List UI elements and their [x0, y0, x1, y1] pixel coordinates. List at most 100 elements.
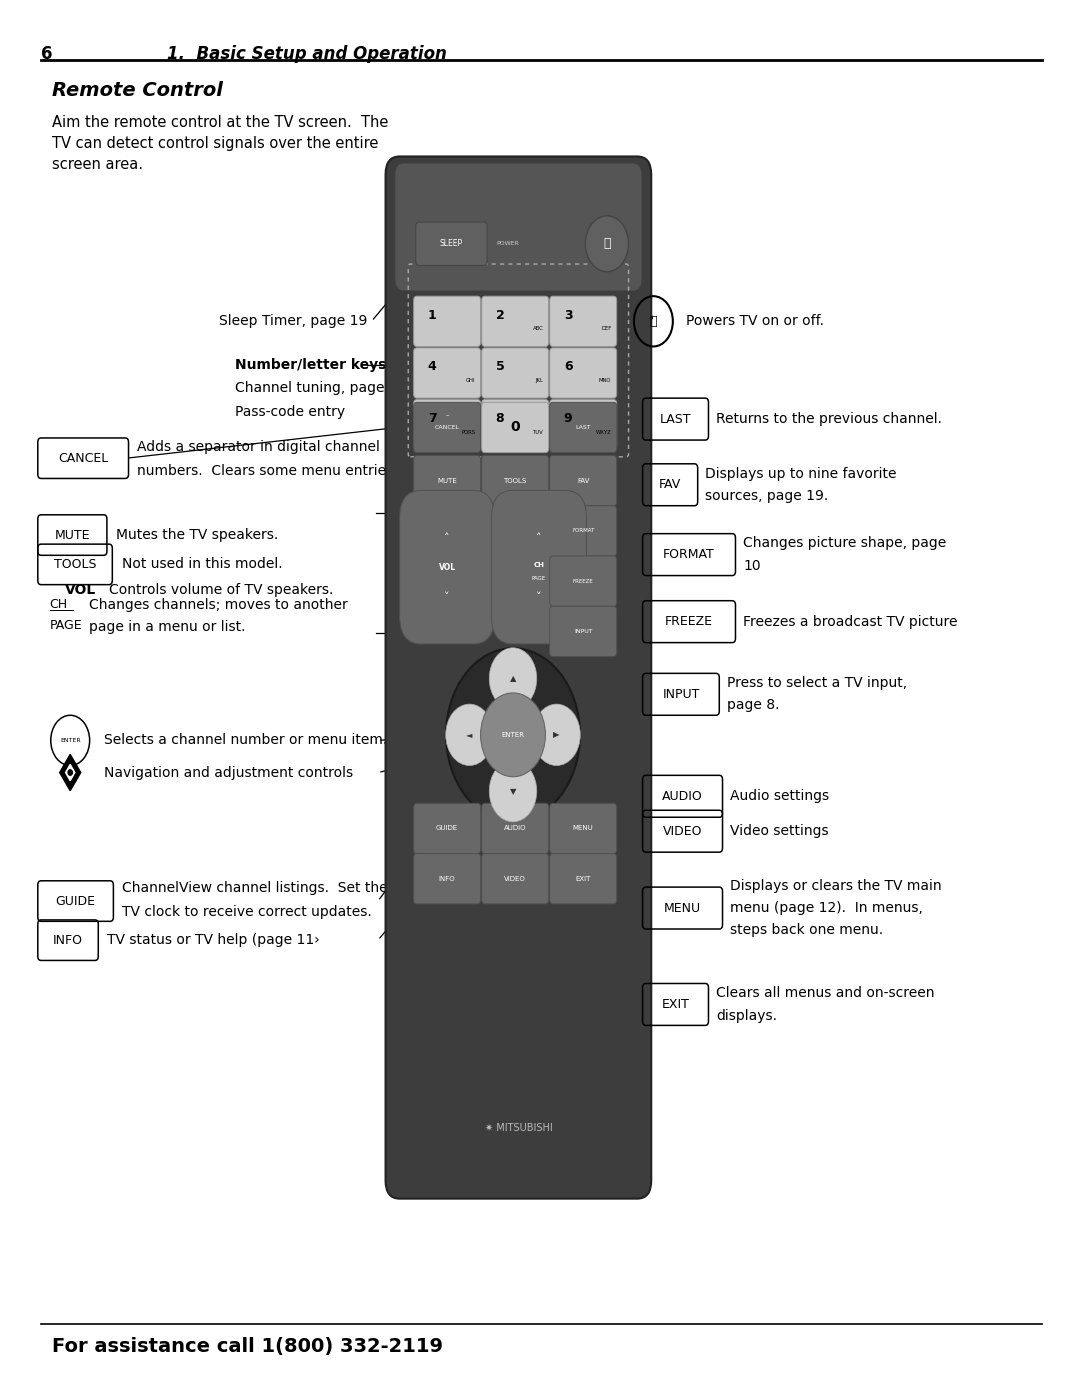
Circle shape	[446, 648, 580, 821]
Text: Returns to the previous channel.: Returns to the previous channel.	[716, 412, 942, 426]
Text: Number/letter keys: Number/letter keys	[235, 358, 387, 372]
FancyBboxPatch shape	[550, 296, 617, 346]
FancyBboxPatch shape	[414, 854, 481, 904]
Text: ˄: ˄	[536, 532, 542, 543]
Text: Adds a separator in digital channel: Adds a separator in digital channel	[137, 440, 380, 454]
FancyBboxPatch shape	[414, 296, 481, 346]
Text: FREEZE: FREEZE	[665, 615, 713, 629]
FancyBboxPatch shape	[400, 490, 495, 644]
Circle shape	[481, 693, 545, 777]
Text: FORMAT: FORMAT	[663, 548, 715, 562]
Text: Controls volume of TV speakers.: Controls volume of TV speakers.	[109, 583, 334, 597]
FancyBboxPatch shape	[414, 803, 481, 854]
Text: ENTER: ENTER	[501, 732, 525, 738]
FancyBboxPatch shape	[550, 803, 617, 854]
Circle shape	[585, 217, 629, 272]
Text: Navigation and adjustment controls: Navigation and adjustment controls	[104, 766, 353, 780]
Text: Powers TV on or off.: Powers TV on or off.	[686, 314, 824, 328]
Text: TUV: TUV	[532, 430, 543, 434]
Text: ⏻: ⏻	[650, 314, 657, 328]
Text: Press to select a TV input,: Press to select a TV input,	[727, 676, 907, 690]
Text: ˅: ˅	[536, 591, 542, 602]
FancyBboxPatch shape	[414, 402, 481, 453]
Text: POWER: POWER	[497, 242, 519, 246]
Text: CH: CH	[50, 598, 68, 612]
Text: 7: 7	[428, 412, 436, 425]
Text: SLEEP: SLEEP	[440, 239, 463, 249]
Text: Selects a channel number or menu item.: Selects a channel number or menu item.	[104, 733, 387, 747]
Text: For assistance call 1(800) 332-2119: For assistance call 1(800) 332-2119	[52, 1337, 443, 1356]
Text: 10: 10	[743, 559, 760, 573]
Text: VIDEO: VIDEO	[504, 876, 526, 882]
Text: MENU: MENU	[664, 901, 701, 915]
Text: 1: 1	[428, 309, 436, 321]
Text: CANCEL: CANCEL	[434, 425, 460, 430]
FancyBboxPatch shape	[482, 455, 549, 506]
Text: Mutes the TV speakers.: Mutes the TV speakers.	[116, 528, 278, 542]
Text: LAST: LAST	[660, 412, 691, 426]
Text: ENTER: ENTER	[59, 738, 81, 743]
Circle shape	[489, 648, 537, 710]
Text: FAV: FAV	[659, 478, 681, 492]
Text: page in a menu or list.: page in a menu or list.	[89, 620, 245, 634]
Text: Remote Control: Remote Control	[52, 81, 222, 101]
Text: INFO: INFO	[53, 933, 83, 947]
Text: PQRS: PQRS	[461, 430, 475, 434]
Text: MNO: MNO	[599, 379, 611, 383]
Text: TV clock to receive correct updates.: TV clock to receive correct updates.	[122, 905, 372, 919]
Text: 1.  Basic Setup and Operation: 1. Basic Setup and Operation	[167, 45, 447, 63]
Circle shape	[489, 760, 537, 821]
Text: 6: 6	[41, 45, 53, 63]
FancyBboxPatch shape	[550, 606, 617, 657]
Text: displays.: displays.	[716, 1009, 777, 1023]
FancyBboxPatch shape	[395, 163, 642, 291]
Text: Aim the remote control at the TV screen.  The
TV can detect control signals over: Aim the remote control at the TV screen.…	[52, 115, 388, 172]
FancyBboxPatch shape	[414, 400, 481, 450]
Text: FORMAT: FORMAT	[572, 528, 594, 534]
FancyBboxPatch shape	[482, 854, 549, 904]
Text: 4: 4	[428, 360, 436, 373]
Text: VOL: VOL	[438, 563, 456, 571]
FancyBboxPatch shape	[550, 400, 617, 450]
Text: TV status or TV help (page 11›: TV status or TV help (page 11›	[107, 933, 320, 947]
Circle shape	[68, 770, 72, 775]
FancyBboxPatch shape	[482, 348, 549, 398]
Text: ▶: ▶	[553, 731, 559, 739]
Text: Pass-code entry: Pass-code entry	[235, 405, 346, 419]
Text: Audio settings: Audio settings	[730, 789, 829, 803]
Text: MENU: MENU	[572, 826, 594, 831]
Text: 0: 0	[511, 420, 519, 434]
Text: INPUT: INPUT	[573, 629, 593, 634]
Text: numbers.  Clears some menu entries.: numbers. Clears some menu entries.	[137, 464, 397, 478]
Text: AUDIO: AUDIO	[504, 826, 526, 831]
Text: Displays or clears the TV main: Displays or clears the TV main	[730, 879, 942, 893]
Text: GUIDE: GUIDE	[436, 826, 458, 831]
Text: Freezes a broadcast TV picture: Freezes a broadcast TV picture	[743, 615, 958, 629]
FancyBboxPatch shape	[550, 506, 617, 556]
Polygon shape	[59, 754, 81, 791]
FancyBboxPatch shape	[550, 556, 617, 606]
FancyBboxPatch shape	[414, 348, 481, 398]
Text: Changes picture shape, page: Changes picture shape, page	[743, 536, 946, 550]
Text: EXIT: EXIT	[662, 997, 689, 1011]
Text: PAGE: PAGE	[531, 577, 546, 581]
Text: 6: 6	[564, 360, 572, 373]
Text: GHI: GHI	[465, 379, 475, 383]
FancyBboxPatch shape	[550, 402, 617, 453]
Text: ✷ MITSUBISHI: ✷ MITSUBISHI	[485, 1122, 552, 1133]
Text: FAV: FAV	[577, 478, 590, 483]
Text: 3: 3	[564, 309, 572, 321]
Text: JKL: JKL	[536, 379, 543, 383]
Text: DEF: DEF	[602, 327, 611, 331]
FancyBboxPatch shape	[482, 402, 549, 453]
FancyBboxPatch shape	[491, 490, 586, 644]
Text: Not used in this model.: Not used in this model.	[122, 557, 283, 571]
Text: menu (page 12).  In menus,: menu (page 12). In menus,	[730, 901, 923, 915]
Text: LAST: LAST	[576, 425, 591, 430]
FancyBboxPatch shape	[482, 803, 549, 854]
Text: INFO: INFO	[438, 876, 456, 882]
Text: FREEZE: FREEZE	[572, 578, 594, 584]
Text: VOL: VOL	[65, 583, 96, 597]
Text: ABC: ABC	[532, 327, 543, 331]
Text: Displays up to nine favorite: Displays up to nine favorite	[705, 467, 896, 481]
